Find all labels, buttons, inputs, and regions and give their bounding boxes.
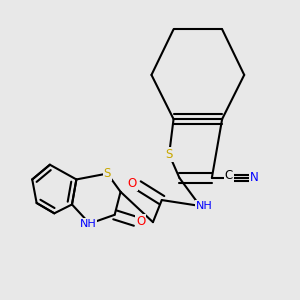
Text: S: S <box>166 148 173 161</box>
Text: S: S <box>103 167 111 180</box>
Text: NH: NH <box>80 219 97 229</box>
Text: O: O <box>128 177 137 190</box>
Text: O: O <box>136 215 145 228</box>
Text: N: N <box>250 172 259 184</box>
Text: NH: NH <box>196 201 213 211</box>
Text: C: C <box>224 169 233 182</box>
